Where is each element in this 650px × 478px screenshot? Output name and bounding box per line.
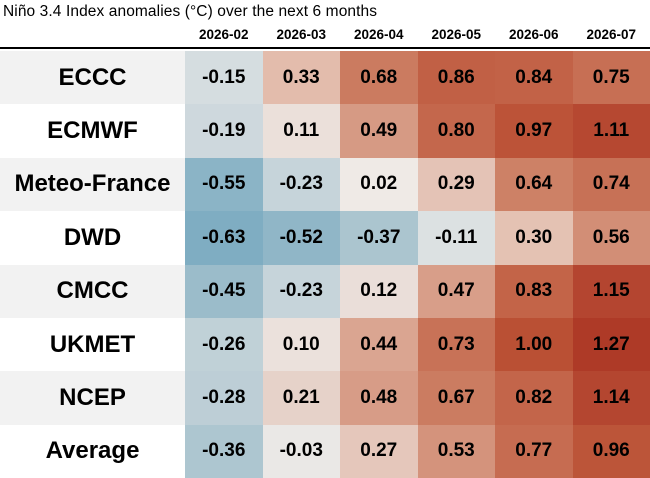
heatmap-cell: 0.21 <box>262 371 340 425</box>
heatmap-cell: -0.19 <box>185 104 263 158</box>
heatmap-cell: -0.28 <box>185 371 263 425</box>
heatmap-cell: -0.23 <box>262 157 340 212</box>
heatmap-cell: -0.23 <box>262 264 340 318</box>
heatmap-cell: 0.12 <box>340 264 418 318</box>
heatmap-cell: -0.11 <box>417 211 495 265</box>
column-header: 2026-04 <box>353 27 404 42</box>
row-label: NCEP <box>0 371 185 425</box>
heatmap-cell: 0.11 <box>262 104 340 158</box>
table-row: DWD -0.63 -0.52 -0.37 -0.11 0.30 0.56 <box>0 211 650 265</box>
heatmap-cell: 0.56 <box>572 211 650 265</box>
heatmap-cell: 0.68 <box>340 51 418 105</box>
heatmap-cell: -0.26 <box>185 317 263 372</box>
heatmap-cell: 0.73 <box>417 317 495 372</box>
heatmap-cell: 0.10 <box>262 317 340 372</box>
column-header: 2026-05 <box>431 27 482 42</box>
heatmap-cell: -0.63 <box>185 211 263 265</box>
heatmap-cell: 0.49 <box>340 104 418 158</box>
heatmap-cell: 0.02 <box>340 157 418 212</box>
heatmap-cell: 0.64 <box>495 157 573 212</box>
heatmap-cell: -0.52 <box>262 211 340 265</box>
heatmap-cell: 0.29 <box>417 157 495 212</box>
table-row: NCEP -0.28 0.21 0.48 0.67 0.82 1.14 <box>0 371 650 425</box>
heatmap-grid: ECCC -0.15 0.33 0.68 0.86 0.84 0.75 ECMWF -0.19 0… <box>0 51 650 478</box>
table-row: Meteo-France -0.55 -0.23 0.02 0.29 0.64 0.74 <box>0 157 650 212</box>
table-row: UKMET -0.26 0.10 0.44 0.73 1.00 1.27 <box>0 317 650 372</box>
heatmap-cell: -0.45 <box>185 264 263 318</box>
column-headers: 2026-02 2026-03 2026-04 2026-05 2026-06 2026-… <box>0 27 650 47</box>
heatmap-cell: 1.00 <box>495 317 573 372</box>
column-header: 2026-02 <box>198 27 249 42</box>
heatmap-cell: 0.84 <box>495 51 573 105</box>
column-header: 2026-03 <box>276 27 327 42</box>
heatmap-cell: 0.30 <box>495 211 573 265</box>
heatmap-cell: 0.77 <box>495 424 573 478</box>
heatmap-cell: -0.15 <box>185 51 263 105</box>
heatmap-cell: -0.36 <box>185 424 263 478</box>
heatmap-cell: 0.67 <box>417 371 495 425</box>
heatmap-cell: 0.53 <box>417 424 495 478</box>
row-label: UKMET <box>0 317 185 372</box>
table-row: ECMWF -0.19 0.11 0.49 0.80 0.97 1.11 <box>0 104 650 158</box>
heatmap-cell: 0.82 <box>495 371 573 425</box>
heatmap-cell: 1.11 <box>572 104 650 158</box>
heatmap-cell: 1.27 <box>572 317 650 372</box>
chart-title: Niño 3.4 Index anomalies (°C) over the n… <box>3 3 378 20</box>
heatmap-cell: 0.44 <box>340 317 418 372</box>
heatmap-cell: 1.14 <box>572 371 650 425</box>
heatmap-cell: -0.03 <box>262 424 340 478</box>
heatmap-cell: 0.33 <box>262 51 340 105</box>
heatmap-cell: 0.96 <box>572 424 650 478</box>
heatmap-cell: 0.27 <box>340 424 418 478</box>
table-row: CMCC -0.45 -0.23 0.12 0.47 0.83 1.15 <box>0 264 650 318</box>
column-header: 2026-07 <box>586 27 637 42</box>
row-label: CMCC <box>0 264 185 318</box>
heatmap-cell: -0.37 <box>340 211 418 265</box>
table-header-section: Niño 3.4 Index anomalies (°C) over the n… <box>0 0 650 49</box>
table-row: Average -0.36 -0.03 0.27 0.53 0.77 0.96 <box>0 424 650 478</box>
table-row: ECCC -0.15 0.33 0.68 0.86 0.84 0.75 <box>0 51 650 105</box>
row-label: Meteo-France <box>0 157 185 212</box>
heatmap-cell: 0.97 <box>495 104 573 158</box>
row-label: Average <box>0 424 185 478</box>
row-label: DWD <box>0 211 185 265</box>
header-spacer <box>0 42 185 47</box>
heatmap-cell: 0.74 <box>572 157 650 212</box>
column-header: 2026-06 <box>508 27 559 42</box>
heatmap-cell: 0.80 <box>417 104 495 158</box>
heatmap-cell: 0.75 <box>572 51 650 105</box>
heatmap-cell: 0.83 <box>495 264 573 318</box>
heatmap-cell: 0.47 <box>417 264 495 318</box>
heatmap-cell: 0.48 <box>340 371 418 425</box>
heatmap-cell: 1.15 <box>572 264 650 318</box>
row-label: ECMWF <box>0 104 185 158</box>
heatmap-cell: -0.55 <box>185 157 263 212</box>
heatmap-cell: 0.86 <box>417 51 495 105</box>
row-label: ECCC <box>0 51 185 105</box>
